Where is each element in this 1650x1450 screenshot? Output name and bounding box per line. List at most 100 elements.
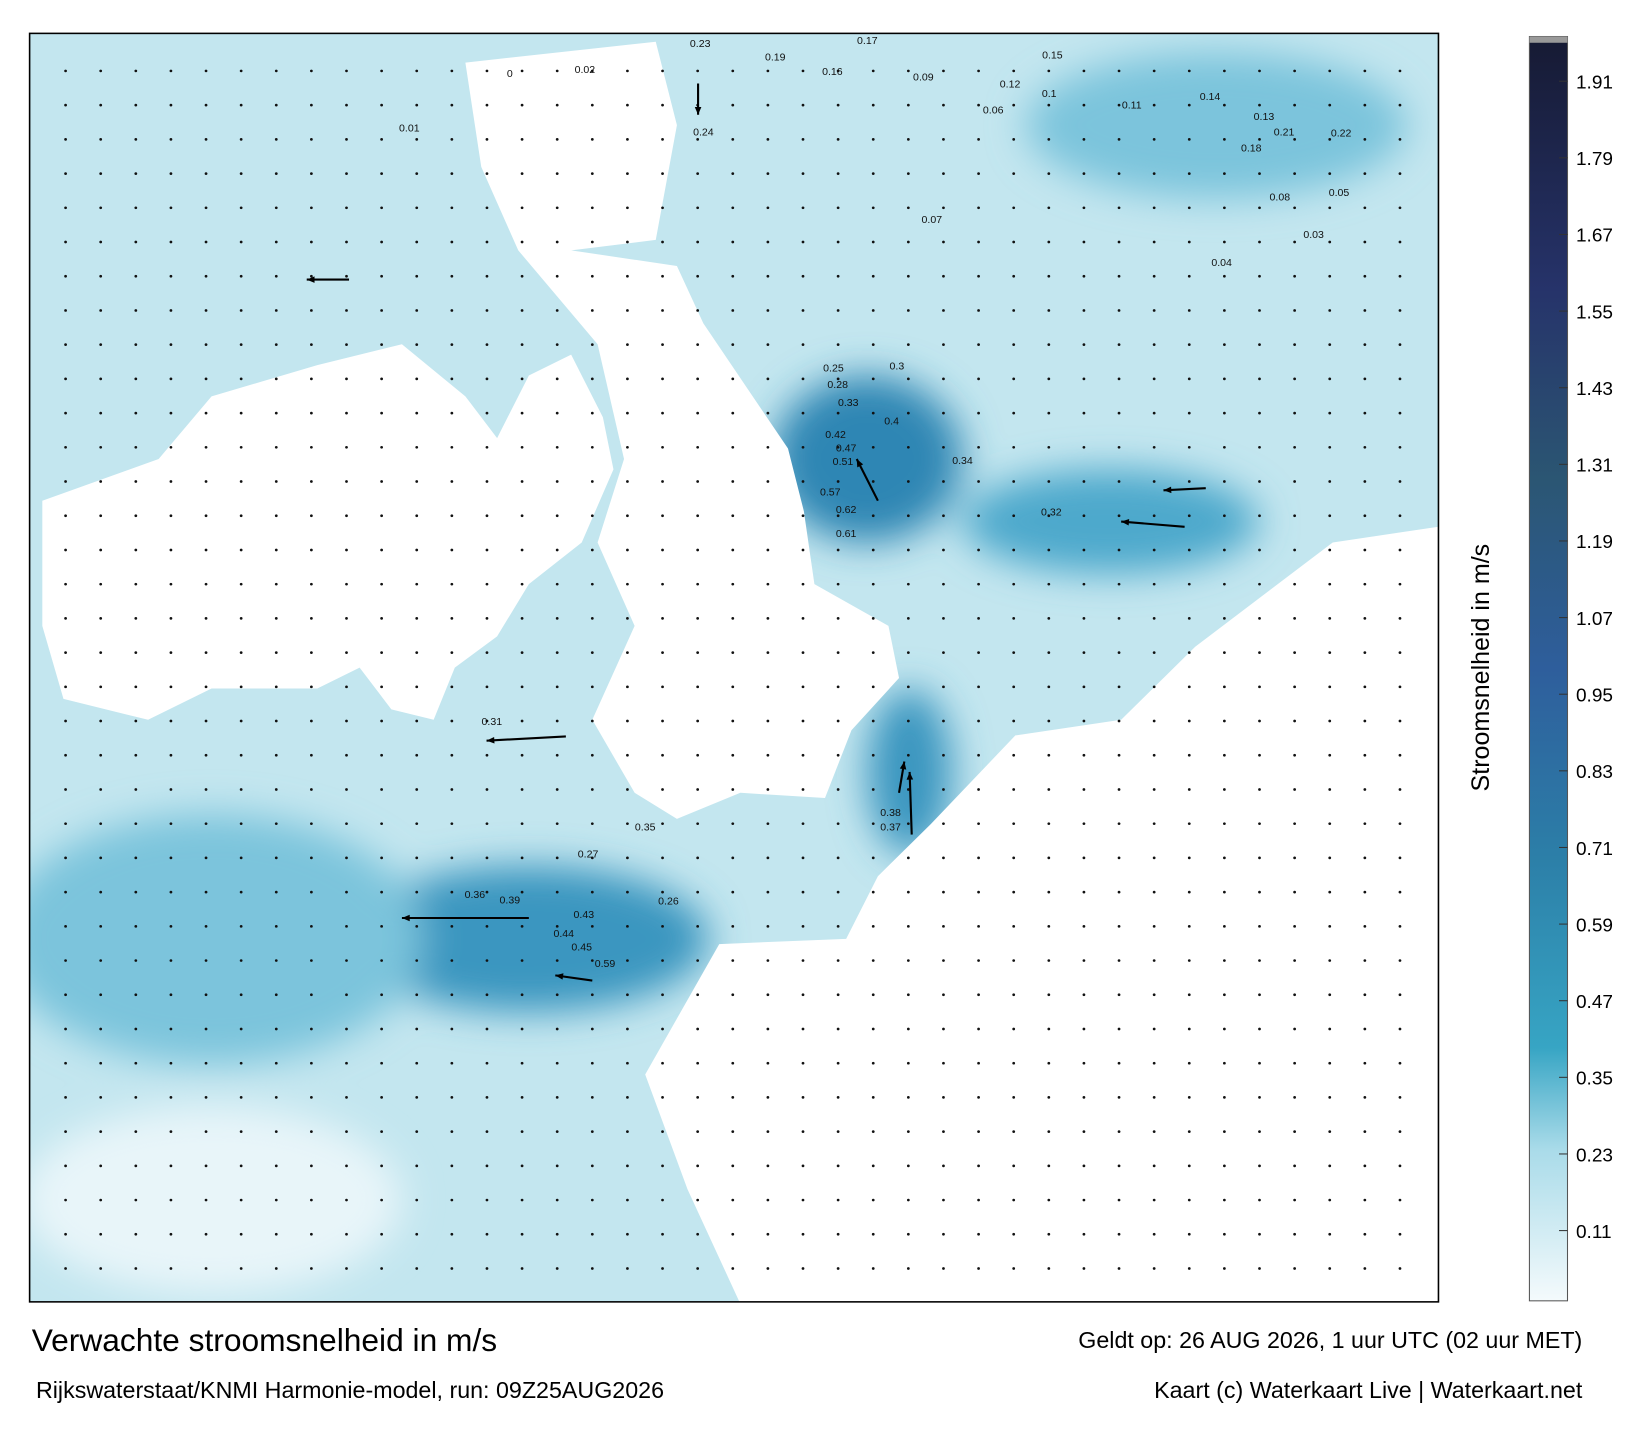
grid-dot [1047, 856, 1051, 860]
grid-dot [204, 274, 208, 278]
grid-dot [1187, 103, 1191, 107]
grid-dot [345, 1061, 348, 1065]
grid-dot [520, 1061, 524, 1065]
grid-dot [1152, 1164, 1156, 1168]
grid-dot [1047, 1232, 1051, 1236]
grid-dot [450, 856, 454, 860]
grid-dot [836, 924, 840, 928]
grid-dot [696, 206, 700, 210]
grid-dot [310, 788, 313, 791]
grid-dot [274, 343, 278, 347]
grid-dot [626, 1198, 629, 1202]
grid-dot [766, 685, 770, 689]
grid-dot [169, 822, 173, 826]
grid-dot [310, 685, 313, 689]
grid-dot [731, 856, 735, 860]
grid-dot [415, 480, 419, 483]
grid-dot [590, 1198, 594, 1202]
grid-dot [99, 617, 103, 620]
grid-dot [1047, 1130, 1051, 1133]
grid-dot [1047, 206, 1051, 210]
grid-dot [555, 617, 559, 620]
grid-dot [239, 514, 243, 518]
grid-dot [450, 959, 454, 962]
grid-dot [906, 445, 910, 449]
grid-dot [1082, 582, 1086, 586]
arrow-head [486, 736, 495, 744]
grid-dot [1082, 69, 1086, 73]
grid-dot [555, 582, 559, 586]
grid-dot [590, 480, 594, 483]
grid-dot [415, 959, 419, 962]
grid-dot [450, 617, 454, 620]
grid-dot [661, 411, 664, 415]
grid-dot [169, 411, 173, 415]
grid-dot [942, 1164, 945, 1168]
grid-dot [555, 69, 559, 73]
grid-dot [1117, 1198, 1121, 1202]
speed-label: 0.33 [838, 397, 859, 409]
grid-dot [836, 343, 840, 347]
grid-dot [626, 959, 629, 962]
grid-dot [942, 959, 945, 962]
grid-dot [871, 1096, 875, 1099]
grid-dot [1012, 309, 1016, 312]
speed-label: 0.1 [1042, 88, 1057, 100]
grid-dot [801, 1130, 805, 1133]
grid-dot [415, 1198, 419, 1202]
grid-dot [274, 1232, 278, 1236]
grid-dot [801, 651, 805, 654]
grid-dot [345, 1198, 348, 1202]
grid-dot [906, 959, 910, 962]
grid-dot [204, 377, 208, 381]
speed-label: 0.57 [820, 487, 841, 499]
grid-dot [274, 924, 278, 928]
grid-dot [731, 890, 735, 894]
grid-dot [731, 206, 735, 210]
grid-dot [1187, 719, 1191, 723]
speed-label: 0.26 [658, 895, 679, 907]
grid-dot [977, 822, 980, 826]
grid-dot [310, 856, 313, 860]
grid-dot [239, 685, 243, 689]
grid-dot [310, 445, 313, 449]
grid-dot [99, 1198, 103, 1202]
grid-dot [1187, 69, 1191, 73]
grid-dot [274, 172, 278, 175]
grid-dot [661, 1267, 664, 1270]
grid-dot [239, 172, 243, 175]
grid-dot [1293, 1061, 1296, 1065]
grid-dot [836, 377, 840, 381]
grid-dot [1328, 445, 1332, 449]
grid-dot [415, 890, 419, 894]
grid-dot [99, 924, 103, 928]
grid-dot [661, 1130, 664, 1133]
grid-dot [1363, 856, 1367, 860]
grid-dot [1328, 138, 1332, 141]
grid-dot [415, 617, 419, 620]
grid-dot [204, 445, 208, 449]
grid-dot [310, 1096, 313, 1099]
grid-dot [1187, 514, 1191, 518]
grid-dot [1363, 309, 1367, 312]
grid-dot [731, 445, 735, 449]
grid-dot [942, 582, 945, 586]
grid-dot [415, 445, 419, 449]
grid-dot [1012, 993, 1016, 997]
grid-dot [1293, 993, 1296, 997]
grid-dot [239, 548, 243, 552]
grid-dot [1082, 993, 1086, 997]
grid-dot [1363, 274, 1367, 278]
grid-dot [380, 274, 383, 278]
grid-dot [1082, 856, 1086, 860]
grid-dot [626, 822, 629, 826]
grid-dot [801, 377, 805, 381]
grid-dot [801, 172, 805, 175]
grid-dot [415, 753, 419, 757]
grid-dot [661, 1198, 664, 1202]
grid-dot [415, 651, 419, 654]
grid-dot [1082, 890, 1086, 894]
grid-dot [731, 480, 735, 483]
grid-dot [1047, 343, 1051, 347]
grid-dot [520, 651, 524, 654]
